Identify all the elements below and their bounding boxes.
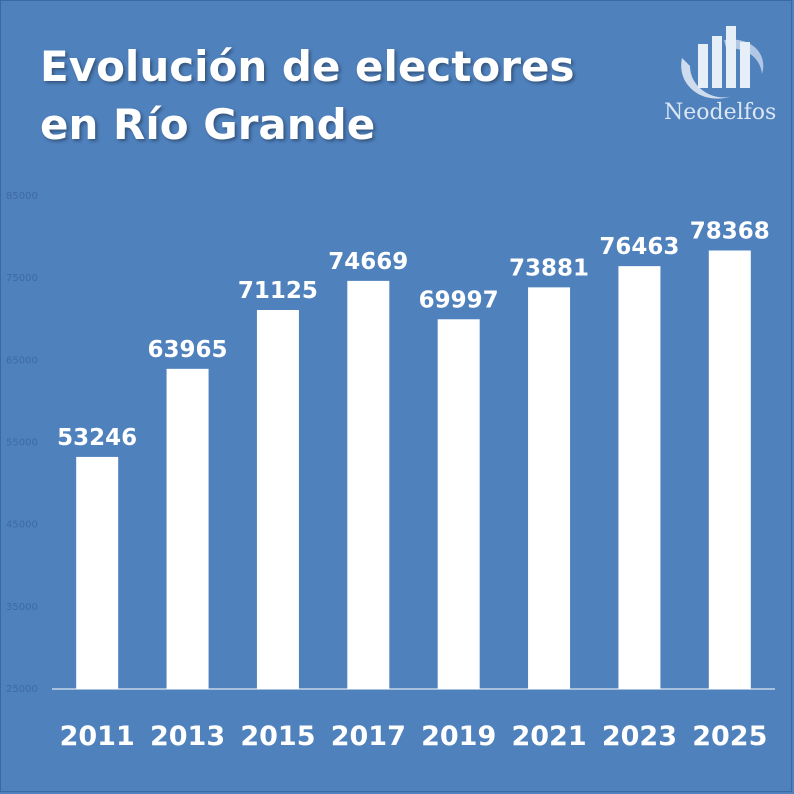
y-tick-label: 45000 [6,520,38,531]
x-tick-label: 2013 [150,721,225,752]
y-tick-label: 55000 [6,438,38,449]
neodelfos-logo-icon [681,26,764,99]
y-tick-label: 25000 [6,684,38,695]
y-tick-label: 65000 [6,355,38,366]
bar [256,310,299,689]
bar [618,266,661,689]
y-tick-label: 35000 [6,602,38,613]
bar [347,280,390,689]
x-tick-label: 2015 [240,721,315,752]
data-label: 53246 [57,425,137,451]
chart-title: Evolución de electores en Río Grande [40,38,574,154]
x-tick-label: 2019 [421,721,496,752]
data-label: 71125 [238,278,318,304]
brand-name: Neodelfos [664,100,777,125]
data-label: 63965 [148,337,228,363]
title-line-2: en Río Grande [40,100,376,149]
y-tick-label: 85000 [6,191,38,202]
x-tick-label: 2023 [602,721,677,752]
bar [166,368,209,689]
data-label: 78368 [690,218,770,244]
data-label: 76463 [599,234,679,260]
bar [528,287,571,689]
bar [76,456,119,689]
data-label: 73881 [509,255,589,281]
x-tick-label: 2017 [331,721,406,752]
data-label: 74669 [328,249,408,275]
data-label: 69997 [419,287,499,313]
bar [708,250,751,690]
title-line-1: Evolución de electores [40,42,575,91]
x-tick-label: 2025 [692,721,767,752]
x-tick-label: 2011 [60,721,135,752]
y-tick-label: 75000 [6,273,38,284]
x-tick-label: 2021 [511,721,586,752]
bar [437,319,480,689]
